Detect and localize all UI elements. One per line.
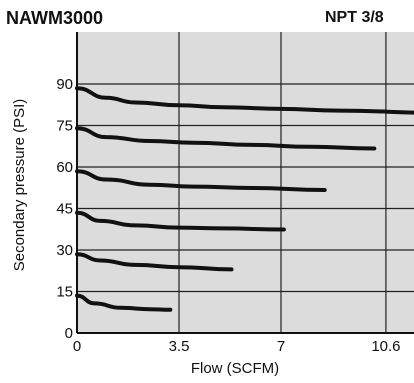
y-tick-label: 15	[56, 284, 73, 301]
model-title: NAWM3000	[6, 8, 104, 28]
x-tick-label: 0	[73, 338, 81, 355]
y-tick-labels: 0 15 30 45 60 75 90	[56, 76, 73, 342]
series-line-6	[75, 293, 173, 312]
x-tick-label: 3.5	[169, 338, 190, 355]
series-line-3	[75, 169, 327, 192]
series-line-2	[75, 126, 377, 151]
series-line-4	[75, 210, 286, 232]
series-line-1	[75, 86, 414, 115]
series-group	[75, 86, 414, 312]
y-tick-label: 60	[56, 159, 73, 176]
x-tick-labels: 0 3.5 7 10.6	[73, 338, 401, 355]
series-line-5	[75, 252, 234, 272]
y-tick-label: 75	[56, 118, 73, 135]
x-tick-label: 7	[277, 338, 285, 355]
y-tick-label: 45	[56, 201, 73, 218]
y-tick-label: 90	[56, 76, 73, 93]
y-tick-label: 0	[65, 325, 73, 342]
grid-lines	[77, 32, 414, 333]
y-tick-label: 30	[56, 242, 73, 259]
port-size-title: NPT 3/8	[325, 9, 384, 26]
x-tick-label: 10.6	[371, 338, 400, 355]
y-axis-label: Secondary pressure (PSI)	[11, 99, 28, 272]
x-axis-label: Flow (SCFM)	[191, 360, 279, 377]
